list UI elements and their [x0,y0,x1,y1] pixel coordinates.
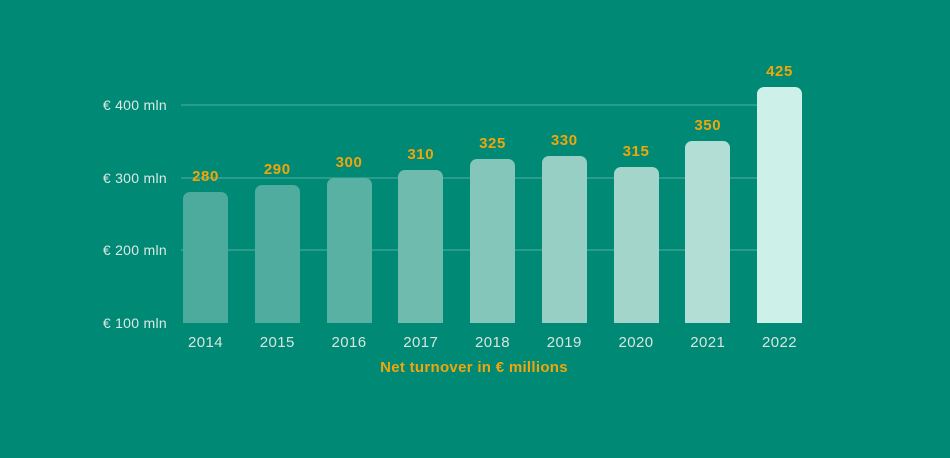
x-tick-label-2014: 2014 [188,334,223,351]
x-tick-label-2022: 2022 [762,334,797,351]
bar-value-label-2016: 300 [335,153,363,171]
x-tick-label-2016: 2016 [331,334,367,351]
x-tick-label-2015: 2015 [259,334,295,351]
gridline-400 [181,103,802,106]
chart-bar-2017 [398,170,444,323]
bar-value-label-2015: 290 [263,160,291,178]
x-tick-label-2017: 2017 [403,334,439,351]
bar-value-label-2021: 350 [694,117,722,135]
chart-bar-2020 [613,166,659,323]
x-tick-label-2019: 2019 [546,334,582,351]
bar-value-label-2017: 310 [407,146,435,164]
bar-value-label-2019: 330 [550,131,578,149]
bar-value-label-2014: 280 [192,168,219,186]
chart-bar-2019 [541,155,587,323]
chart-bar-2018 [470,159,515,323]
y-tick-label-300: € 300 mln [102,169,167,186]
y-tick-label-400: € 400 mln [102,96,167,113]
bar-value-label-2022: 425 [766,62,793,80]
chart-bar-2014 [183,192,228,323]
bar-value-label-2018: 325 [479,135,506,153]
chart-bar-2015 [254,184,300,323]
x-tick-label-2021: 2021 [690,334,726,351]
y-tick-label-200: € 200 mln [102,242,167,259]
chart-bar-2016 [326,177,372,323]
chart-title: Net turnover in € millions [380,359,568,376]
chart-bar-2022 [757,86,802,323]
chart-bar-2021 [685,141,731,323]
x-tick-label-2018: 2018 [475,334,510,351]
y-tick-label-100: € 100 mln [102,315,167,331]
x-tick-label-2020: 2020 [618,334,654,351]
bar-value-label-2020: 315 [622,142,650,160]
